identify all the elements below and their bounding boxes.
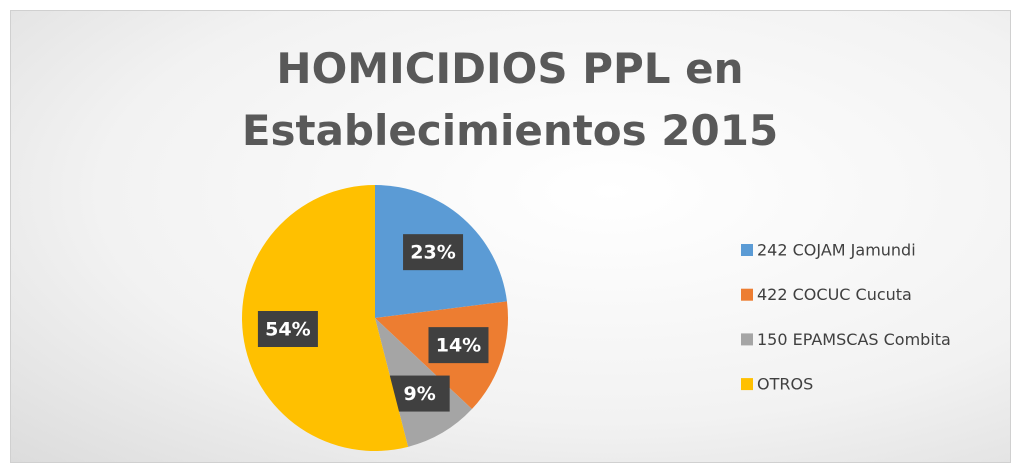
- legend-swatch: [741, 288, 753, 301]
- legend-label: 150 EPAMSCAS Combita: [757, 330, 951, 349]
- legend-swatch: [741, 378, 753, 391]
- data-label-box: [257, 311, 318, 348]
- legend-label: 242 COJAM Jamundi: [757, 241, 916, 260]
- pie-slice: [242, 185, 409, 451]
- data-label: 14%: [436, 335, 481, 357]
- legend-label: 422 COCUC Cucuta: [757, 285, 912, 304]
- chart-area: [10, 10, 1011, 463]
- data-label-box: [428, 327, 489, 364]
- data-label-box: [403, 234, 464, 271]
- data-label: 9%: [404, 383, 436, 405]
- legend-swatch: [741, 244, 753, 256]
- chart-title: HOMICIDIOS PPL en Establecimientos 2015: [241, 44, 779, 155]
- data-label: 54%: [265, 319, 310, 341]
- data-label: 23%: [410, 242, 455, 264]
- data-label-box: [389, 375, 450, 412]
- legend-swatch: [741, 333, 753, 346]
- legend-label: OTROS: [757, 375, 813, 394]
